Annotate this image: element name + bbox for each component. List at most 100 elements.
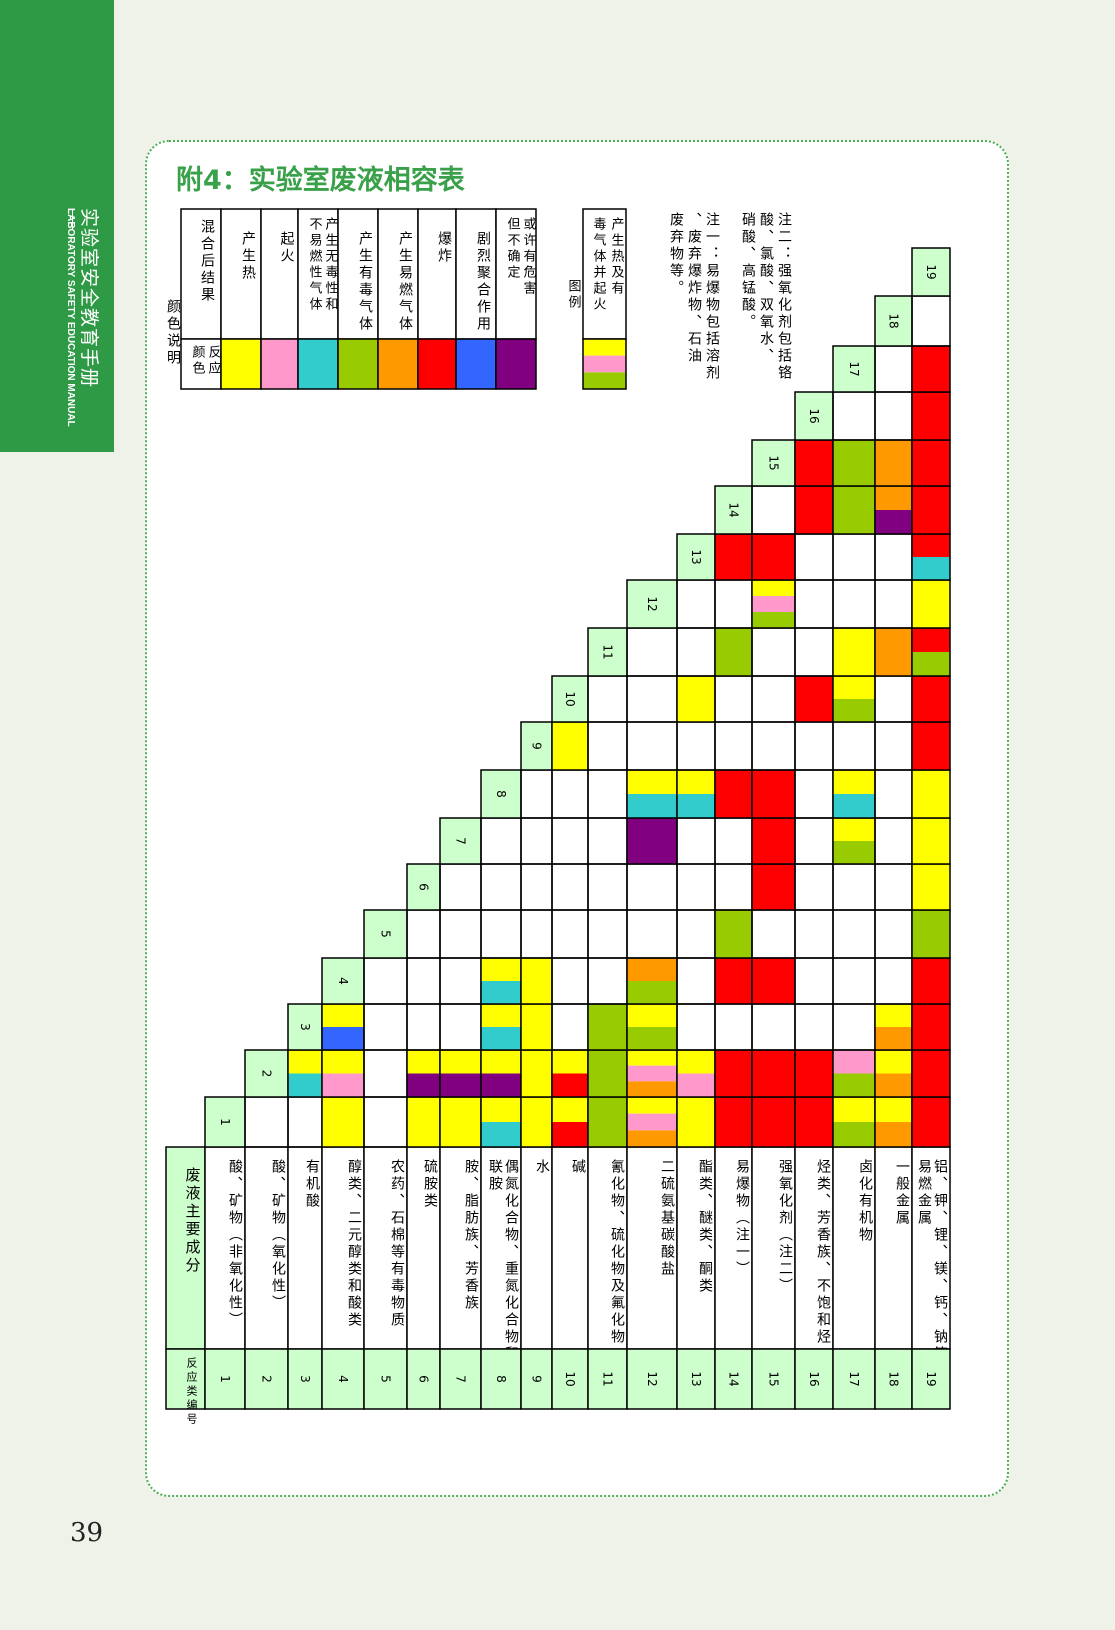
reaction-color-Y <box>833 1097 875 1122</box>
category-id-cell <box>751 1348 796 1410</box>
legend-example-swatch-P <box>583 355 626 373</box>
category-name-label: 酸、矿物（非氧化性） <box>227 1159 243 1329</box>
reaction-color-V <box>481 1073 521 1097</box>
reaction-color-Y <box>912 818 950 864</box>
matrix-cell <box>794 721 834 771</box>
column-number-cell <box>204 1096 246 1148</box>
reaction-color-Y <box>833 628 875 676</box>
matrix-cell <box>794 909 834 959</box>
matrix-cell <box>874 817 913 865</box>
reaction-color-O <box>875 1073 912 1097</box>
matrix-cell <box>551 817 589 865</box>
category-name-cell <box>406 1146 441 1350</box>
category-id-label: 6 <box>417 1375 431 1383</box>
category-id-label: 17 <box>847 1371 861 1386</box>
reaction-color-G <box>912 910 950 958</box>
reaction-color-Y <box>912 580 950 628</box>
matrix-cell <box>676 909 716 959</box>
matrix-cell <box>714 721 753 771</box>
column-number-label: 7 <box>454 837 468 845</box>
column-number-cell <box>406 863 441 911</box>
reaction-color-Y <box>521 1097 552 1147</box>
category-name-cell <box>520 1146 553 1350</box>
matrix-cell <box>676 579 716 629</box>
matrix-cell <box>832 863 876 911</box>
reaction-color-P <box>752 596 795 612</box>
reaction-color-Y <box>752 580 795 596</box>
matrix-cell <box>287 1096 323 1148</box>
matrix-cell <box>587 817 628 865</box>
category-id-cell <box>714 1348 753 1410</box>
legend-color-header-label: 反应 <box>206 345 222 377</box>
column-number-cell <box>587 627 628 677</box>
note-one-line: 废弃物等。 <box>668 212 684 297</box>
reaction-color-R <box>912 958 950 1004</box>
reaction-color-V <box>627 818 677 864</box>
matrix-cell <box>874 957 913 1005</box>
category-id-label: 4 <box>336 1375 350 1383</box>
column-number-label: 19 <box>924 264 938 279</box>
note-one-line: 注一：易爆物包括溶剂 <box>704 212 720 382</box>
category-id-label: 7 <box>454 1375 468 1383</box>
reaction-color-R <box>752 864 795 910</box>
legend-example-title: 图例 <box>566 279 582 311</box>
reaction-color-R <box>912 628 950 652</box>
matrix-cell <box>832 721 876 771</box>
matrix-cell <box>587 769 628 819</box>
matrix-cell <box>874 345 913 393</box>
reaction-color-R <box>912 1097 950 1147</box>
matrix-cell <box>874 675 913 723</box>
matrix-cell <box>520 769 553 819</box>
category-id-cell <box>874 1348 913 1410</box>
matrix-cell <box>551 863 589 911</box>
page-title: 附4：实验室废液相容表 <box>176 165 465 196</box>
matrix-cell <box>439 863 482 911</box>
matrix-cell <box>480 817 522 865</box>
category-id-label: 15 <box>767 1371 781 1386</box>
reaction-color-Y <box>677 1097 715 1147</box>
matrix-cell <box>626 627 678 677</box>
reaction-color-Y <box>407 1050 440 1074</box>
legend-result-label: 产生易燃气体 <box>397 231 413 333</box>
category-id-cell <box>204 1348 246 1410</box>
column-number-label: 11 <box>601 644 615 659</box>
reaction-color-V <box>440 1073 481 1097</box>
reaction-color-R <box>752 534 795 580</box>
matrix-cell <box>874 863 913 911</box>
matrix-cell <box>794 533 834 581</box>
reaction-color-R <box>912 722 950 770</box>
legend-result-cell <box>297 208 339 340</box>
matrix-cell <box>794 769 834 819</box>
matrix-cell <box>480 863 522 911</box>
matrix-cell <box>794 627 834 677</box>
category-name-cell <box>587 1146 628 1350</box>
legend-result-label: 爆炸 <box>436 231 452 265</box>
matrix-cell <box>363 1003 408 1051</box>
matrix-cell <box>874 533 913 581</box>
matrix-cell <box>363 1049 408 1098</box>
column-number-cell <box>832 345 876 393</box>
matrix-cell <box>626 909 678 959</box>
reaction-color-R <box>715 770 752 818</box>
legend-result-label: 产生有毒气体 <box>357 231 373 333</box>
reaction-color-C <box>627 794 677 818</box>
legend-result-label: 产生无毒性和 <box>323 217 339 313</box>
reaction-color-G <box>752 612 795 628</box>
category-id-label: 18 <box>887 1371 901 1386</box>
category-id-label: 9 <box>530 1375 544 1383</box>
legend-result-label: 剧烈聚合作用 <box>475 231 491 333</box>
reaction-color-Y <box>521 958 552 1004</box>
column-number-label: 15 <box>767 455 781 470</box>
legend-swatch-O <box>377 338 419 390</box>
category-name-label: 酯类、醚类、酮类 <box>697 1159 713 1295</box>
matrix-cell <box>714 817 753 865</box>
side-tab-rule <box>72 210 73 230</box>
legend-swatch-Y <box>220 338 262 390</box>
column-number-cell <box>287 1003 323 1051</box>
column-number-label: 12 <box>645 596 659 611</box>
category-name-label: 胺、脂肪族、芳香族 <box>463 1159 479 1312</box>
column-number-label: 3 <box>298 1023 312 1031</box>
note-two-line: 硝酸、高锰酸。 <box>740 212 756 331</box>
matrix-cell <box>832 957 876 1005</box>
reaction-color-R <box>912 1004 950 1050</box>
